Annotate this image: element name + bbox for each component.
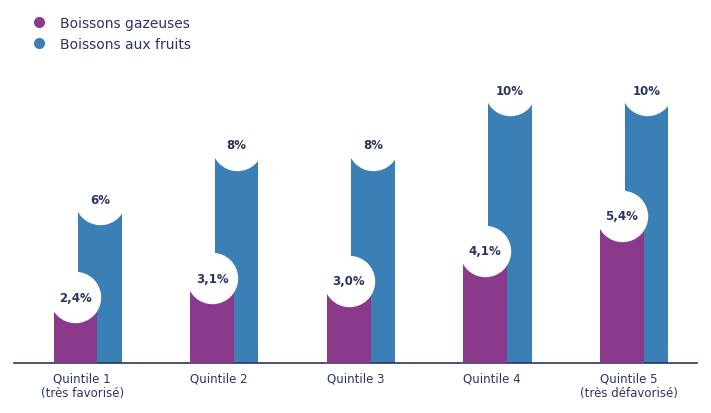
Bar	[78, 199, 122, 363]
Text: 3,0%: 3,0%	[332, 275, 365, 288]
Bar	[190, 278, 234, 363]
Legend: Boissons gazeuses, Boissons aux fruits: Boissons gazeuses, Boissons aux fruits	[21, 13, 195, 56]
Text: 10%: 10%	[496, 84, 524, 97]
Text: 8%: 8%	[363, 139, 383, 152]
Text: 2,4%: 2,4%	[59, 291, 92, 304]
Bar	[600, 216, 644, 363]
Bar	[327, 281, 370, 363]
Text: 10%: 10%	[633, 84, 661, 97]
Bar	[488, 91, 532, 363]
Text: 6%: 6%	[90, 193, 110, 206]
Bar	[53, 298, 97, 363]
Bar	[625, 91, 668, 363]
Bar	[215, 145, 259, 363]
Bar	[464, 252, 507, 363]
Text: 3,1%: 3,1%	[196, 272, 228, 285]
Text: 8%: 8%	[227, 139, 247, 152]
Text: 5,4%: 5,4%	[606, 209, 638, 223]
Bar	[351, 145, 395, 363]
Text: 4,1%: 4,1%	[469, 245, 502, 258]
